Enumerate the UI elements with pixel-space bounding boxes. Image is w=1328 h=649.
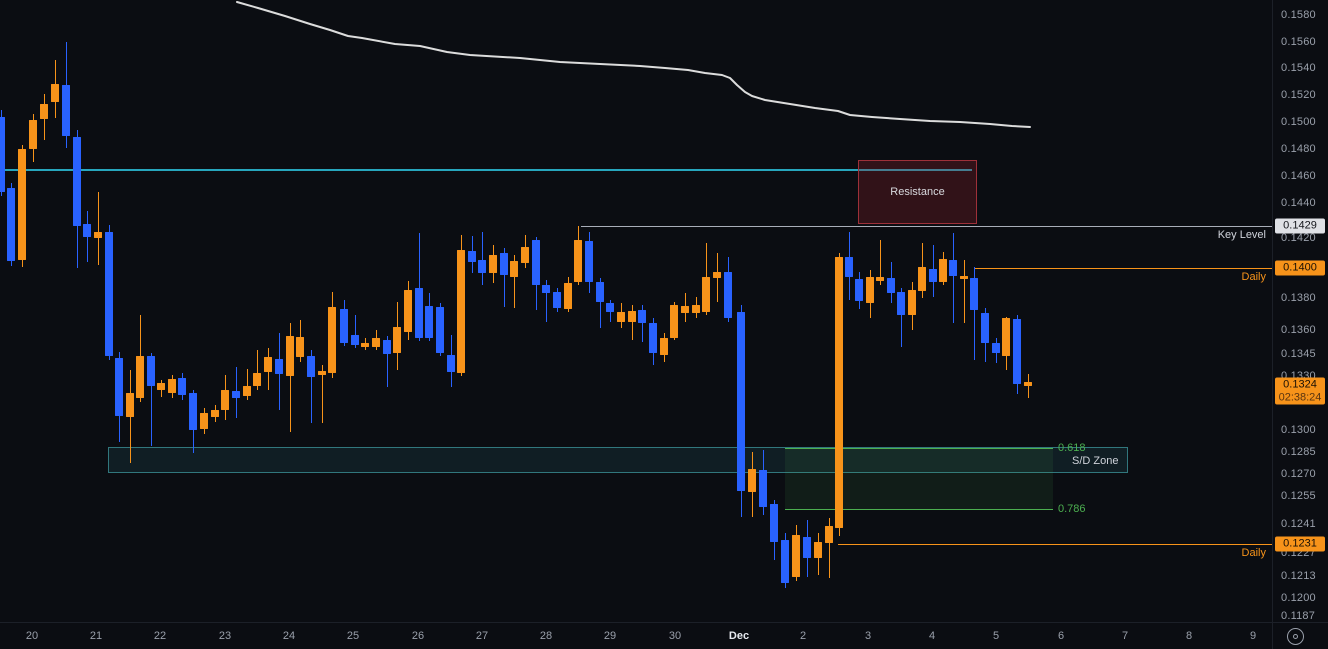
fib-retracement-zone[interactable] (785, 448, 1053, 509)
time-tick: 9 (1249, 630, 1257, 642)
price-tick: 0.1255 (1281, 490, 1316, 502)
time-tick: 24 (282, 630, 296, 642)
sd-zone-box[interactable] (108, 447, 1128, 473)
resistance-label: Resistance (890, 186, 945, 198)
time-tick: 28 (539, 630, 553, 642)
chart-plot-area[interactable]: 0.618 0.786 Key Level Daily Daily Resist… (0, 0, 1272, 622)
time-tick: 20 (25, 630, 39, 642)
resistance-box[interactable]: Resistance (858, 160, 977, 224)
fib-line-0618[interactable] (785, 448, 1053, 449)
price-tick: 0.1520 (1281, 89, 1316, 101)
price-tick: 0.1580 (1281, 9, 1316, 21)
current-price-badge: 0.1324 02:38:24 (1275, 377, 1325, 405)
time-axis[interactable]: 20 21 22 23 24 25 26 27 28 29 30 Dec 2 3 4 5 6 7 8 9 (0, 622, 1272, 649)
price-tick: 0.1270 (1281, 468, 1316, 480)
daily-high-price-badge: 0.1400 (1275, 260, 1325, 276)
time-tick: 4 (928, 630, 936, 642)
price-tick: 0.1500 (1281, 116, 1316, 128)
daily-high-line[interactable] (975, 268, 1272, 269)
time-tick: 26 (411, 630, 425, 642)
time-tick: 29 (603, 630, 617, 642)
price-tick: 0.1345 (1281, 348, 1316, 360)
price-axis[interactable]: 0.1580 0.1560 0.1540 0.1520 0.1500 0.1480 0.14… (1272, 0, 1328, 622)
time-tick: 30 (668, 630, 682, 642)
time-tick-month: Dec (728, 630, 750, 642)
daily-low-price-badge: 0.1231 (1275, 536, 1325, 552)
price-tick: 0.1480 (1281, 143, 1316, 155)
time-tick: 8 (1185, 630, 1193, 642)
time-tick: 6 (1057, 630, 1065, 642)
price-tick: 0.1420 (1281, 232, 1316, 244)
axis-settings-icon[interactable] (1287, 627, 1304, 645)
key-level-price-badge: 0.1429 (1275, 218, 1325, 234)
time-tick: 23 (218, 630, 232, 642)
time-tick: 7 (1121, 630, 1129, 642)
price-tick: 0.1200 (1281, 592, 1316, 604)
key-level-line[interactable] (581, 226, 1272, 227)
fib-label-0786: 0.786 (1058, 503, 1086, 515)
daily-high-label: Daily (1241, 271, 1266, 283)
candle-countdown: 02:38:24 (1278, 391, 1322, 404)
resistance-level-line[interactable] (0, 169, 972, 171)
price-tick: 0.1460 (1281, 170, 1316, 182)
time-tick: 27 (475, 630, 489, 642)
price-tick: 0.1241 (1281, 518, 1316, 530)
price-tick: 0.1440 (1281, 197, 1316, 209)
price-tick: 0.1213 (1281, 570, 1316, 582)
time-tick: 22 (153, 630, 167, 642)
time-tick: 5 (992, 630, 1000, 642)
sd-zone-label: S/D Zone (1072, 455, 1119, 467)
fib-label-0618: 0.618 (1058, 442, 1086, 454)
overlay-line (236, 1, 1031, 128)
price-tick: 0.1540 (1281, 62, 1316, 74)
price-tick: 0.1560 (1281, 36, 1316, 48)
price-tick: 0.1380 (1281, 292, 1316, 304)
time-tick: 25 (346, 630, 360, 642)
axis-corner (1272, 622, 1328, 649)
daily-low-line[interactable] (838, 544, 1272, 545)
price-tick: 0.1285 (1281, 446, 1316, 458)
time-tick: 21 (89, 630, 103, 642)
fib-line-0786[interactable] (785, 509, 1053, 510)
daily-low-label: Daily (1241, 547, 1266, 559)
price-tick: 0.1300 (1281, 424, 1316, 436)
price-tick: 0.1360 (1281, 324, 1316, 336)
time-tick: 2 (799, 630, 807, 642)
key-level-label: Key Level (1217, 229, 1266, 241)
time-tick: 3 (864, 630, 872, 642)
price-tick: 0.1187 (1281, 610, 1316, 622)
